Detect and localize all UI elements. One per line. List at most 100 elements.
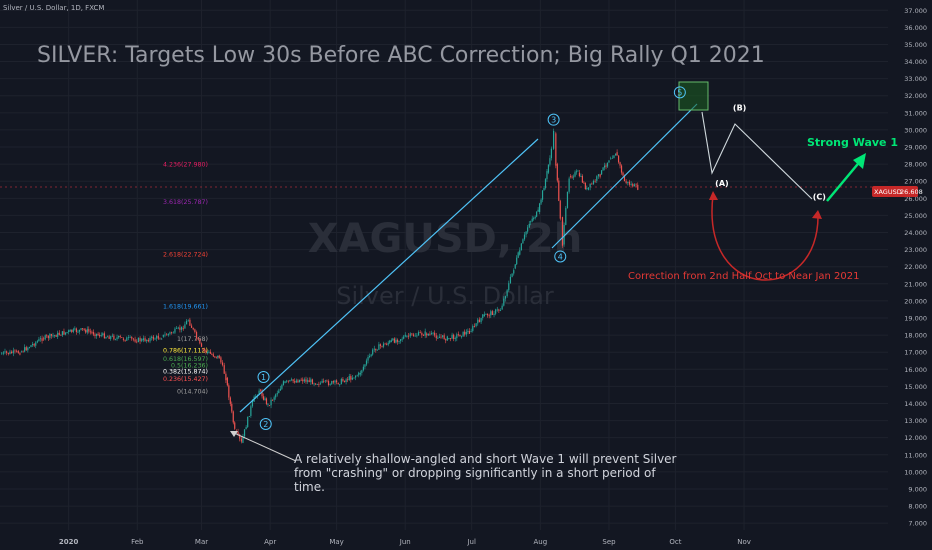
note-pointer-head [230, 431, 238, 437]
candle-body [94, 334, 96, 337]
candle-body [197, 338, 199, 340]
candle-body [514, 264, 516, 269]
candle-body [156, 335, 158, 339]
candle-body [536, 211, 538, 217]
candle-body [24, 347, 26, 352]
candle-body [506, 290, 508, 297]
candle-body [284, 381, 286, 383]
candle-body [315, 383, 317, 385]
y-tick-label: 16.000 [904, 366, 927, 374]
candle-body [546, 171, 548, 180]
candle-body [516, 257, 518, 265]
candle-body [459, 334, 461, 337]
abc-path[interactable] [701, 111, 813, 200]
candle-body [268, 405, 271, 406]
candle-body [478, 319, 481, 323]
candle-body [331, 381, 333, 385]
wave-drawings [230, 81, 866, 462]
y-tick-label: 30.000 [904, 126, 927, 134]
candle-body [27, 347, 29, 351]
candle-body [326, 380, 328, 382]
candle-body [265, 398, 268, 405]
candle-body [599, 174, 601, 177]
fib-level-label: 0.236(15.427) [163, 376, 208, 383]
candle-body [493, 313, 495, 315]
candle-body [460, 336, 463, 338]
candle-body [122, 338, 125, 340]
price-axis-labels: 7.000 8.000 9.000 10.000 11.000 12.000 13.000 1… [904, 7, 927, 528]
candle-body [30, 345, 32, 348]
watermark-name: Silver / U.S. Dollar [336, 282, 554, 310]
candle-body [33, 343, 35, 346]
candle-body [351, 377, 354, 380]
candle-body [445, 339, 447, 341]
candle-body [92, 332, 95, 335]
candle-body [396, 339, 399, 342]
candle-body [281, 385, 283, 389]
candle-body [373, 348, 375, 350]
correction-arc[interactable] [711, 194, 819, 281]
y-tick-label: 25.000 [904, 212, 927, 220]
candle-body [511, 273, 513, 277]
candle-body [276, 393, 278, 395]
candle-body [426, 333, 428, 336]
candle-body [379, 344, 382, 346]
candle-body [324, 380, 326, 382]
candle-body [243, 429, 246, 437]
candle-body [591, 183, 593, 185]
candle-body [159, 338, 161, 340]
candle-body [350, 376, 352, 380]
candle-body [376, 349, 378, 351]
candle-body [556, 164, 558, 181]
candle-body [513, 270, 515, 274]
candle-body [308, 380, 310, 383]
candle-body [504, 296, 507, 299]
candle-body [382, 343, 385, 347]
candle-body [411, 333, 413, 335]
candle-body [245, 427, 247, 430]
candle-body [14, 350, 16, 352]
candle-body [46, 335, 48, 337]
price-axis[interactable] [888, 0, 932, 530]
candle-body [220, 357, 222, 363]
candle-body [11, 351, 13, 354]
candle-body [20, 351, 23, 353]
time-axis[interactable] [0, 530, 932, 550]
candle-body [628, 181, 631, 185]
channel-upper-line[interactable] [239, 138, 539, 413]
grid [0, 0, 888, 530]
wave-label-circle [554, 250, 567, 263]
fib-level-label: 0.618(16.597) [163, 356, 208, 363]
candle-body [587, 187, 590, 190]
candle-body [332, 381, 334, 383]
candle-body [414, 335, 416, 337]
candle-body [501, 305, 503, 310]
candle-body [137, 337, 140, 343]
channel-lower-line[interactable] [551, 103, 698, 249]
candle-body [152, 336, 154, 340]
candle-body [519, 250, 521, 255]
candle-body [176, 327, 178, 329]
candle-body [540, 199, 542, 204]
candle-body [337, 382, 339, 385]
price-badge-symbol: XAGUSD [874, 188, 902, 196]
wave-label-circle [259, 418, 272, 430]
candle-body [486, 314, 489, 316]
candle-body [28, 347, 31, 348]
candle-body [499, 310, 502, 312]
x-tick-label: Jun [399, 538, 411, 546]
candle-body [297, 380, 299, 383]
x-tick-label: Nov [737, 538, 751, 546]
symbol-line[interactable]: Silver / U.S. Dollar, 1D, FXCM [3, 4, 104, 12]
candle-body [172, 332, 174, 334]
candle-body [68, 330, 70, 333]
candle-body [480, 318, 482, 323]
candle-body [64, 332, 67, 335]
candle-body [335, 380, 338, 383]
candle-body [457, 334, 459, 336]
strong-wave-arrow[interactable] [826, 158, 863, 202]
candle-body [440, 336, 442, 338]
candle-body [99, 334, 101, 337]
candle-body [491, 311, 494, 315]
candle-body [387, 342, 389, 345]
